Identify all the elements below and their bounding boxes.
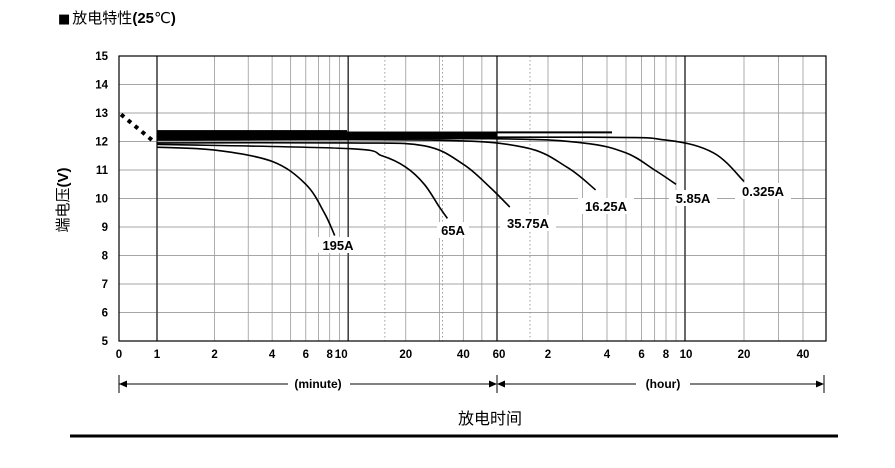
curve-label-bg xyxy=(318,237,358,253)
curve-label-bg xyxy=(669,190,717,206)
y-tick-label: 14 xyxy=(95,80,108,92)
discharge-curves xyxy=(119,112,745,236)
y-tick-label: 9 xyxy=(102,222,108,234)
curve-label-bg xyxy=(578,198,634,214)
plateau-band-minutes-tail xyxy=(347,131,497,139)
x-tick-label-hour: 6 xyxy=(638,349,644,361)
x-tick-label-minute: 6 xyxy=(303,349,309,361)
title-unit: ℃ xyxy=(154,9,171,27)
discharge-curve-65A xyxy=(156,143,449,219)
grid-lines xyxy=(119,56,826,341)
discharge-curve-195A xyxy=(156,146,336,236)
title-open-paren: ( xyxy=(132,10,138,27)
curve-label-bg xyxy=(500,215,556,231)
y-tick-label: 7 xyxy=(102,279,108,291)
chart-title: ■ 放电特性(25℃) xyxy=(58,7,176,28)
y-tick-label: 12 xyxy=(95,137,108,149)
y-tick-label: 10 xyxy=(95,194,108,206)
y-axis-label-unit: (V) xyxy=(55,167,72,187)
x-tick-label-hour: 20 xyxy=(738,349,751,361)
curve-labels: 195A 65A 35.75A 16.25A 5.85A 0.325A xyxy=(318,183,791,253)
x-tick-label-hour: 40 xyxy=(797,349,810,361)
x-tick-label-minute: 0 xyxy=(116,349,122,361)
x-tick-label-minute: 10 xyxy=(335,349,348,361)
x-axis-label: 放电时间 xyxy=(458,409,522,428)
x-tick-label-minute: 60 xyxy=(493,349,506,361)
curve-label: 16.25A xyxy=(585,199,628,214)
hour-span-label: (hour) xyxy=(646,377,681,391)
x-tick-label-minute: 2 xyxy=(211,349,217,361)
x-tick-label-hour: 2 xyxy=(545,349,551,361)
x-tick-label-hour: 4 xyxy=(604,349,611,361)
x-tick-label-minute: 4 xyxy=(269,349,276,361)
curve-label: 0.325A xyxy=(742,184,785,199)
title-main: 放电特性 xyxy=(72,9,133,27)
y-tick-label: 8 xyxy=(102,251,109,263)
plot-frame xyxy=(118,55,827,342)
x-tick-label-hour: 8 xyxy=(663,349,670,361)
x-tick-label-minute: 20 xyxy=(399,349,412,361)
x-tick-label-minute: 8 xyxy=(326,349,333,361)
discharge-curve-35-75A xyxy=(156,141,511,208)
plateau-band-minutes xyxy=(157,130,347,141)
curve-label: 65A xyxy=(441,223,465,238)
x-tick-labels: 0 1 2 4 6 8 10 20 40 60 2 4 6 8 10 20 40 xyxy=(116,349,810,361)
title-temperature: 25 xyxy=(137,10,154,27)
discharge-curve-0-325A xyxy=(156,136,745,182)
discharge-curve-16-25A xyxy=(156,138,597,191)
curve-label-bg xyxy=(735,183,791,199)
curve-label: 195A xyxy=(322,238,354,253)
y-tick-label: 6 xyxy=(102,308,108,320)
curve-label: 5.85A xyxy=(676,191,711,206)
y-axis-label-main: 端电压 xyxy=(54,187,72,232)
curve-label-bg xyxy=(437,222,469,238)
discharge-curve-5-85A xyxy=(156,137,677,185)
curve-label: 35.75A xyxy=(507,216,550,231)
initial-voltage-drop-dashed xyxy=(119,112,154,142)
bullet-square-icon: ■ xyxy=(58,12,71,27)
x-tick-label-hour: 10 xyxy=(680,349,693,361)
y-tick-labels: 15 14 13 12 11 10 9 8 7 6 5 xyxy=(95,51,108,348)
y-tick-label: 13 xyxy=(95,108,108,120)
x-tick-label-minute: 1 xyxy=(154,349,161,361)
y-tick-label: 15 xyxy=(95,51,108,63)
x-tick-label-minute: 40 xyxy=(457,349,470,361)
minute-span-label: (minute) xyxy=(294,377,341,391)
x-span-indicators: (minute) (hour) xyxy=(118,375,825,393)
y-tick-label: 5 xyxy=(102,336,109,348)
title-close-paren: ) xyxy=(170,10,176,27)
y-tick-label: 11 xyxy=(96,165,109,177)
y-axis-label: 端电压(V) xyxy=(54,167,72,232)
